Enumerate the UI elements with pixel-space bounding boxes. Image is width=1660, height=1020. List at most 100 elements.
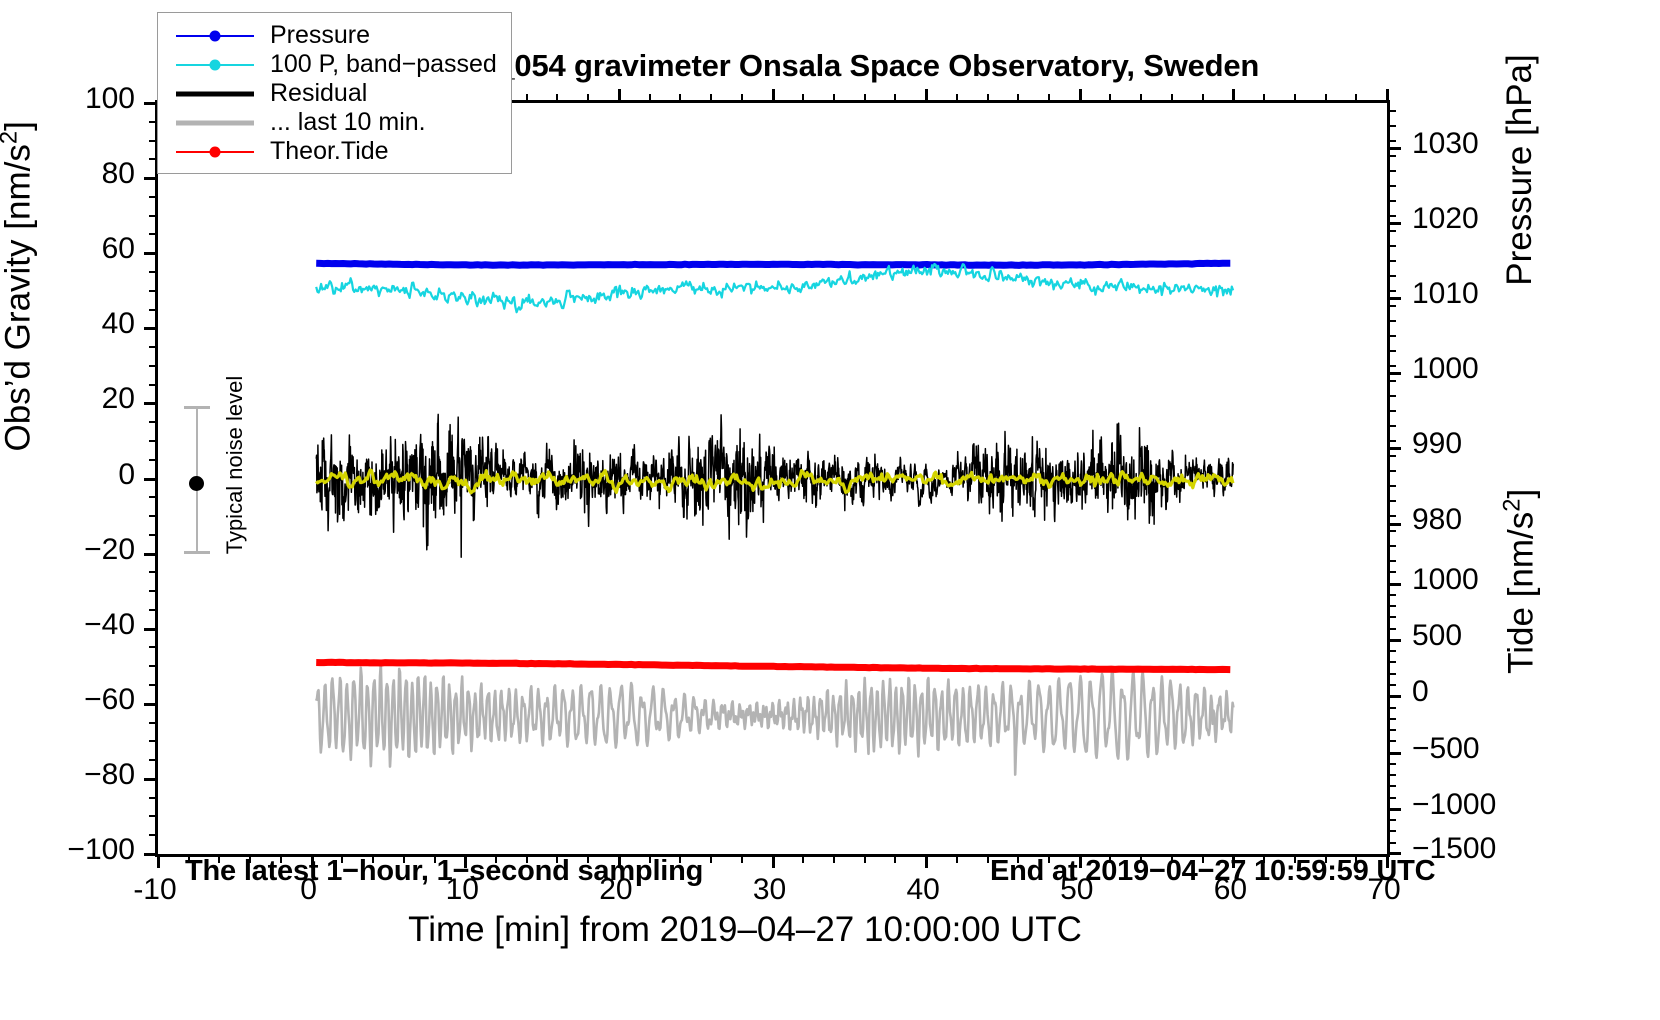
legend-item-pressure[interactable]: Pressure bbox=[158, 21, 511, 50]
axis-tick bbox=[863, 854, 866, 863]
legend-swatch-bandpassed bbox=[176, 55, 254, 75]
axis-tick bbox=[149, 289, 158, 292]
axis-tick bbox=[1387, 545, 1396, 548]
axis-tick bbox=[1387, 334, 1396, 337]
axis-tick bbox=[372, 854, 375, 863]
axis-tick bbox=[1387, 394, 1396, 397]
axis-tick bbox=[149, 815, 158, 818]
axis-tick bbox=[187, 854, 190, 863]
errorbar-cap-bottom bbox=[184, 551, 210, 554]
axis-tick bbox=[149, 308, 158, 311]
axis-tick bbox=[144, 853, 158, 856]
pressure-tick-label: 1030 bbox=[1412, 127, 1479, 161]
axis-tick bbox=[149, 571, 158, 574]
axis-tick bbox=[1387, 364, 1396, 367]
axis-tick bbox=[149, 515, 158, 518]
axis-tick bbox=[1387, 109, 1396, 112]
legend-item-residual[interactable]: Residual bbox=[158, 79, 511, 108]
axis-tick bbox=[1387, 571, 1396, 574]
axis-tick bbox=[149, 796, 158, 799]
chart-title: SCG_054 gravimeter Onsala Space Observat… bbox=[430, 48, 1260, 83]
axis-tick bbox=[279, 854, 282, 863]
legend-item-theortide[interactable]: Theor.Tide bbox=[158, 137, 511, 166]
noise-level-errorbar bbox=[184, 406, 210, 554]
tide-tick-label: 0 bbox=[1412, 675, 1429, 709]
axis-tick bbox=[494, 854, 497, 863]
axis-tick bbox=[1387, 214, 1396, 217]
axis-tick bbox=[1387, 500, 1396, 503]
axis-tick bbox=[1387, 485, 1396, 487]
axis-tick bbox=[1387, 672, 1396, 675]
axis-tick bbox=[149, 158, 158, 161]
axis-tick bbox=[1387, 560, 1396, 563]
y-tick-label: 0 bbox=[118, 457, 135, 491]
axis-tick bbox=[1387, 447, 1401, 451]
axis-tick bbox=[1387, 124, 1396, 127]
legend-label-last10min: ... last 10 min. bbox=[270, 108, 426, 136]
legend-item-last10min[interactable]: ... last 10 min. bbox=[158, 108, 511, 137]
axis-tick bbox=[740, 854, 743, 863]
axis-tick bbox=[925, 89, 929, 103]
y-tick-label: −80 bbox=[84, 757, 135, 791]
y-tick-label: 40 bbox=[101, 307, 135, 341]
x-tick-label: 20 bbox=[599, 873, 633, 906]
axis-tick bbox=[1387, 244, 1396, 247]
note-sampling: The latest 1−hour, 1−second sampling bbox=[185, 855, 704, 887]
axis-tick bbox=[1109, 854, 1112, 863]
axis-tick bbox=[149, 458, 158, 461]
axis-tick bbox=[1140, 854, 1143, 863]
axis-tick bbox=[149, 759, 158, 762]
axis-tick bbox=[1387, 515, 1396, 518]
axis-tick bbox=[1387, 852, 1401, 855]
axis-tick bbox=[1387, 184, 1396, 187]
axis-tick bbox=[955, 854, 958, 863]
trace-last-10-min bbox=[314, 661, 1235, 776]
axis-tick bbox=[1324, 854, 1327, 863]
axis-tick bbox=[1387, 372, 1401, 376]
axis-tick bbox=[863, 94, 866, 103]
axis-tick bbox=[1109, 94, 1112, 103]
axis-tick bbox=[149, 608, 158, 611]
axis-tick bbox=[1387, 605, 1396, 608]
axis-tick bbox=[149, 684, 158, 687]
axis-tick bbox=[1170, 854, 1173, 863]
pressure-tick-label: 980 bbox=[1412, 502, 1463, 536]
axis-tick bbox=[1293, 94, 1296, 103]
tide-tick-label: −500 bbox=[1412, 731, 1480, 765]
tide-tick-label: −1000 bbox=[1412, 787, 1497, 821]
axis-tick bbox=[1387, 819, 1396, 822]
axis-tick bbox=[1387, 627, 1396, 630]
axis-tick bbox=[986, 854, 989, 863]
tide-tick-label: 1000 bbox=[1412, 562, 1479, 596]
legend-item-bandpassed[interactable]: 100 P, band−passed bbox=[158, 50, 511, 79]
axis-tick bbox=[925, 854, 929, 868]
trace-smoothed-residual bbox=[314, 468, 1235, 495]
trace-residual bbox=[315, 413, 1234, 559]
y-axis-title: Obs’d Gravity [nm/s2] bbox=[0, 121, 38, 452]
axis-tick bbox=[587, 94, 590, 103]
axis-tick bbox=[149, 665, 158, 668]
axis-tick bbox=[1387, 616, 1396, 619]
axis-tick bbox=[218, 854, 221, 863]
axis-tick bbox=[1386, 854, 1389, 868]
axis-tick bbox=[955, 94, 958, 103]
axis-tick bbox=[1387, 684, 1396, 687]
axis-tick bbox=[1387, 661, 1396, 664]
axis-tick bbox=[1386, 89, 1389, 103]
axis-tick bbox=[648, 94, 651, 103]
axis-tick bbox=[832, 94, 835, 103]
axis-tick bbox=[1387, 796, 1396, 799]
data-traces bbox=[314, 259, 1235, 776]
axis-tick bbox=[144, 327, 158, 331]
axis-tick bbox=[1387, 454, 1396, 457]
legend-swatch-pressure bbox=[176, 26, 254, 46]
y-tick-label: −40 bbox=[84, 607, 135, 641]
legend-label-residual: Residual bbox=[270, 79, 368, 107]
axis-tick bbox=[1263, 94, 1266, 103]
axis-tick bbox=[1293, 854, 1296, 863]
note-end-time: End at 2019−04−27 10:59:59 UTC bbox=[990, 855, 1436, 887]
axis-tick bbox=[1017, 854, 1020, 863]
axis-tick bbox=[617, 854, 621, 868]
noise-level-label: Typical noise level bbox=[222, 375, 247, 555]
axis-tick bbox=[1387, 424, 1396, 427]
